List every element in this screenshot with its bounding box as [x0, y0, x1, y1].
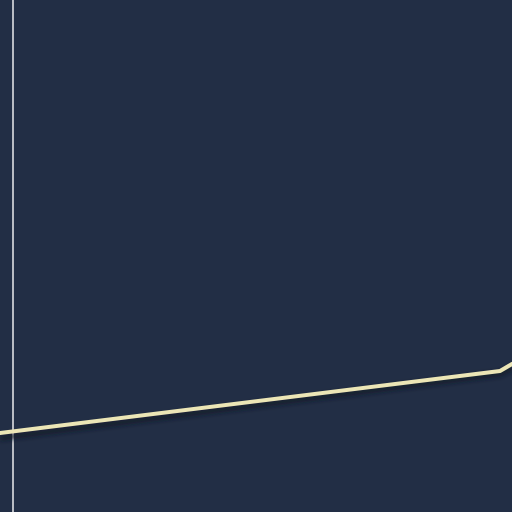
vertical-guide-line	[12, 0, 14, 512]
line-shadow	[0, 365, 512, 441]
polyline-stroke	[0, 362, 512, 435]
